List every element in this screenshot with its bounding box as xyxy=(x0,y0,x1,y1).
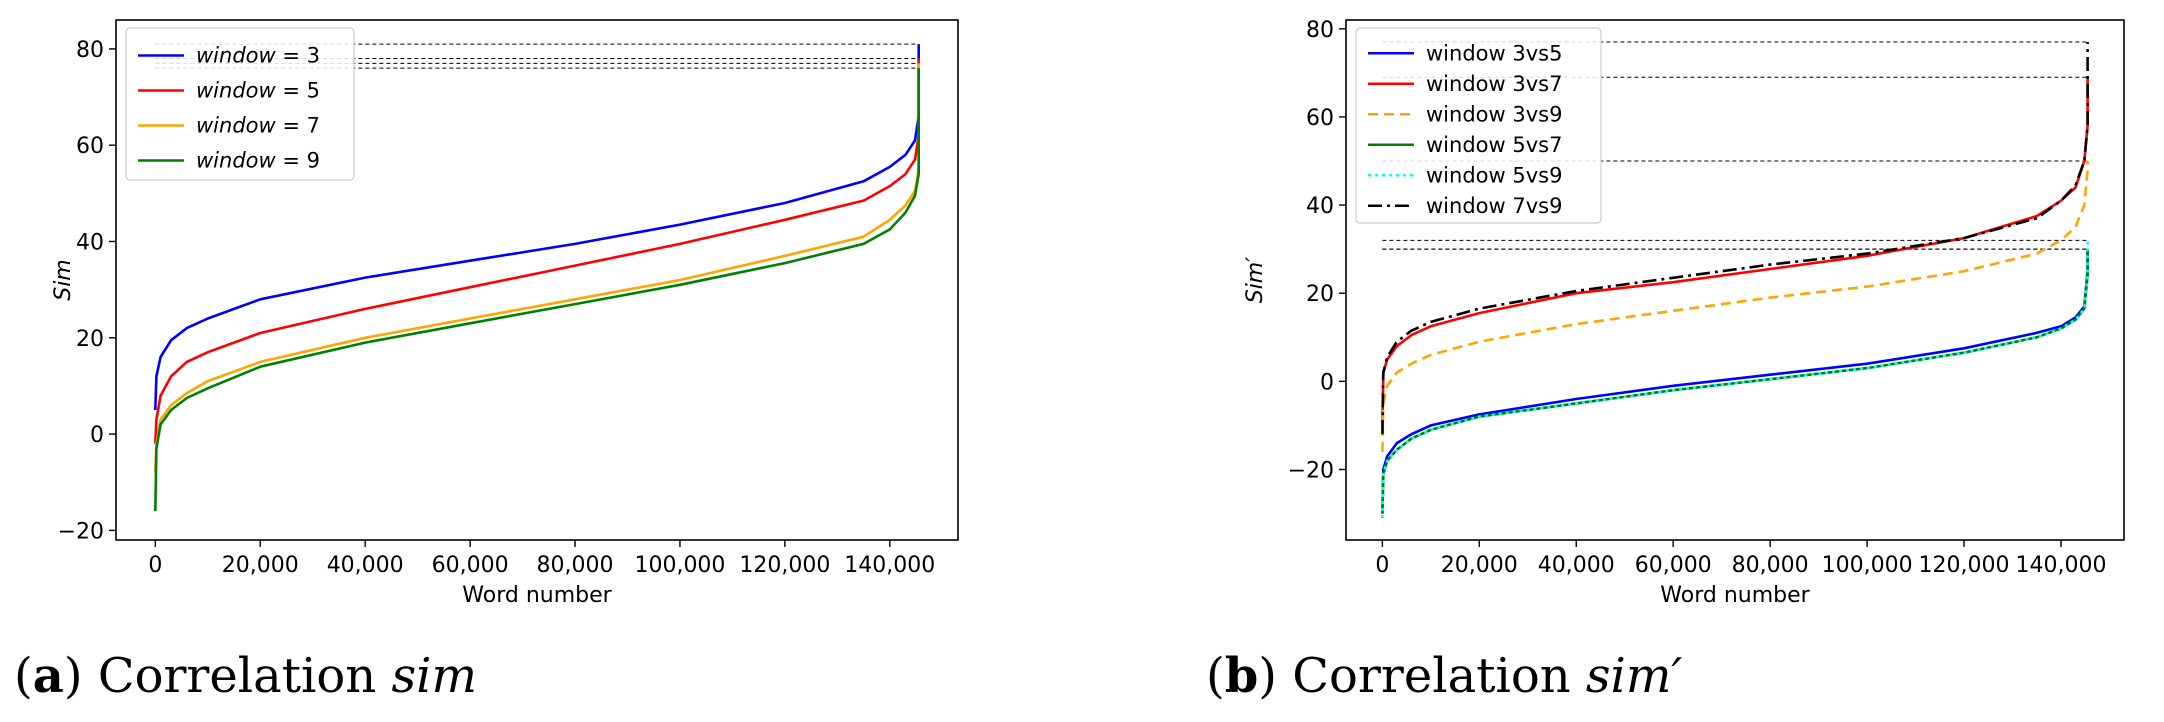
caption-b: (b) Correlation sim′ xyxy=(1206,648,1683,704)
plot-b-series-window-3vs9 xyxy=(1381,161,2089,452)
plot-a-x-tick-label-4: 80,000 xyxy=(537,553,614,578)
plot-b-legend-label-window-3vs9: window 3vs9 xyxy=(1426,102,1562,126)
plot-a-axes-frame xyxy=(115,19,959,541)
caption-a: (a) Correlation sim xyxy=(14,648,477,704)
plot-b-legend-label-window-3vs7: window 3vs7 xyxy=(1426,72,1562,96)
plot-b-x-tick-label-2: 40,000 xyxy=(1538,553,1615,578)
plot-b-y-tick-label-0: −20 xyxy=(1288,458,1334,483)
plot-b-y-tick-label-5: 80 xyxy=(1306,18,1334,43)
plot-b-y-tick-label-4: 60 xyxy=(1306,106,1334,131)
plot-a-series-window-5 xyxy=(154,58,920,444)
plot-b-legend-label-window-3vs5: window 3vs5 xyxy=(1426,41,1562,65)
caption-b-letter: b xyxy=(1224,648,1259,704)
plot-b-x-tick-label-5: 100,000 xyxy=(1822,553,1913,578)
plot-a-y-axis-label: Sim xyxy=(51,259,76,301)
plot-a-legend-label-window-3: window = 3 xyxy=(196,44,320,68)
plot-b-series-window-5vs7 xyxy=(1381,249,2089,514)
plot-a-x-tick-label-1: 20,000 xyxy=(222,553,299,578)
plot-b-legend xyxy=(1355,27,1602,224)
plot-a-x-axis-label: Word number xyxy=(462,583,612,608)
plot-a-y-tick-label-5: 80 xyxy=(76,38,104,63)
plot-a-x-tick-label-0: 0 xyxy=(148,553,162,578)
caption-a-symbol: sim xyxy=(391,648,477,704)
plot-a-legend xyxy=(125,27,355,181)
plot-a-y-tick-label-3: 40 xyxy=(76,230,104,255)
plot-a-y-tick-label-2: 20 xyxy=(76,327,104,352)
plot-a-correlation-sim: 0 20,000 40,000 60,000 80,000 100,000 120,000 1… xyxy=(51,19,959,608)
plot-b-y-tick-label-1: 0 xyxy=(1320,370,1334,395)
caption-a-text: Correlation xyxy=(97,648,377,704)
plot-b-x-tick-label-7: 140,000 xyxy=(2015,553,2106,578)
plot-b-y-axis-label: Sim′ xyxy=(1243,257,1268,304)
plot-a-y-tick-label-1: 0 xyxy=(90,423,104,448)
plot-b-series-window-7vs9 xyxy=(1381,42,2089,435)
plot-b-correlation-sim-prime: 0 20,000 40,000 60,000 80,000 100,000 120,000 1… xyxy=(1243,18,2125,608)
plot-a-series-window-9 xyxy=(154,68,920,512)
plot-a-legend-label-window-7: window = 7 xyxy=(196,114,320,138)
plot-a-x-tick-label-2: 40,000 xyxy=(327,553,404,578)
plot-a-x-tick-label-7: 140,000 xyxy=(844,553,935,578)
plot-b-x-tick-label-6: 120,000 xyxy=(1919,553,2010,578)
plot-a-legend-label-window-9: window = 9 xyxy=(196,149,320,173)
caption-b-symbol: sim′ xyxy=(1585,648,1683,704)
plot-b-y-tick-label-2: 20 xyxy=(1306,282,1334,307)
plot-b-series-window-5vs9 xyxy=(1381,240,2089,519)
plot-a-series-window-7 xyxy=(154,63,920,473)
plot-b-legend-label-window-5vs7: window 5vs7 xyxy=(1426,133,1562,157)
plot-b-x-tick-label-1: 20,000 xyxy=(1441,553,1518,578)
plot-a-y-tick-label-4: 60 xyxy=(76,134,104,159)
plot-b-y-tick-label-3: 40 xyxy=(1306,194,1334,219)
plot-b-axes-frame xyxy=(1345,19,2125,541)
plot-a-x-tick-label-6: 120,000 xyxy=(739,553,830,578)
plot-b-series-window-3vs5 xyxy=(1381,249,2089,514)
plot-a-y-tick-label-0: −20 xyxy=(58,519,104,544)
plot-b-legend-label-window-7vs9: window 7vs9 xyxy=(1426,194,1562,218)
plot-b-x-tick-label-4: 80,000 xyxy=(1732,553,1809,578)
plot-a-x-tick-label-5: 100,000 xyxy=(634,553,725,578)
plot-b-legend-label-window-5vs9: window 5vs9 xyxy=(1426,163,1562,187)
plot-b-x-axis-label: Word number xyxy=(1660,583,1810,608)
plot-b-x-tick-label-0: 0 xyxy=(1375,553,1389,578)
caption-a-letter: a xyxy=(32,648,64,704)
plot-a-legend-label-window-5: window = 5 xyxy=(196,79,320,103)
caption-b-text: Correlation xyxy=(1292,648,1571,704)
plot-a-x-tick-label-3: 60,000 xyxy=(432,553,509,578)
plot-b-x-tick-label-3: 60,000 xyxy=(1635,553,1712,578)
plot-a-series-window-3 xyxy=(154,44,920,411)
